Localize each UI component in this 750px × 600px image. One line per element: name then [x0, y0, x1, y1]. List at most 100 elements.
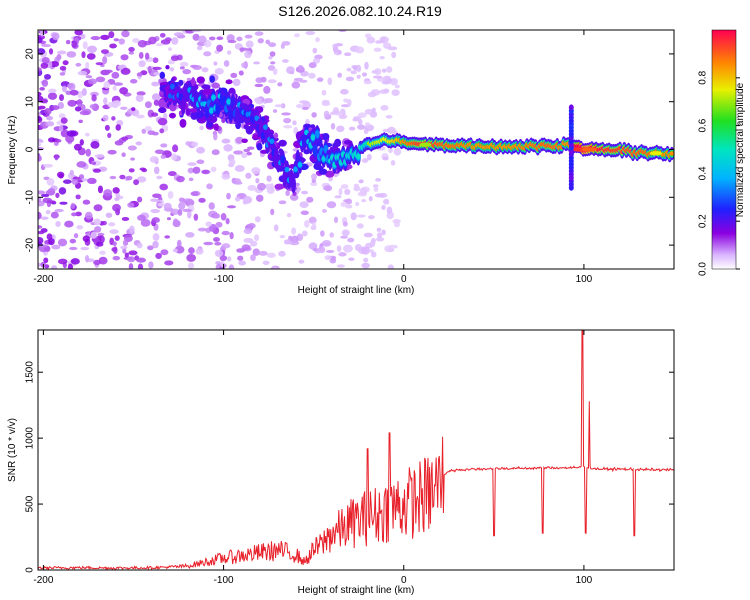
spectrogram-noise-blob	[90, 231, 98, 239]
spectrogram-noise-blob	[361, 199, 367, 203]
spectrogram-noise-blob	[136, 242, 143, 249]
spectrogram-noise-blob	[363, 128, 369, 135]
spectrogram-noise-blob	[103, 81, 111, 89]
spectrogram-y-tick-label: -20	[25, 237, 36, 252]
spectrogram-ridge-cluster	[318, 168, 328, 175]
spectrogram-noise-blob	[45, 209, 51, 215]
spectrogram-noise-blob	[65, 39, 71, 45]
spectrogram-noise-blob	[236, 36, 243, 42]
spectrogram-noise-blob	[148, 261, 154, 269]
spectrogram-noise-blob	[60, 129, 69, 138]
spectrogram-noise-blob	[84, 132, 90, 137]
spectrogram-noise-blob	[59, 65, 67, 71]
spectrogram-noise-blob	[121, 136, 129, 141]
spectrogram-noise-blob	[298, 259, 305, 264]
spectrogram-ridge-cell	[234, 111, 240, 124]
spectrogram-noise-blob	[305, 30, 316, 36]
spectrogram-noise-blob	[213, 237, 220, 242]
spectrogram-noise-blob	[160, 249, 169, 256]
spectrogram-noise-blob	[366, 36, 376, 44]
spectrogram-noise-blob	[86, 53, 96, 60]
spectrogram-noise-blob	[111, 116, 116, 121]
spectrogram-noise-blob	[179, 61, 189, 67]
spectrogram-noise-blob	[92, 168, 102, 173]
spectrogram-noise-blob	[387, 264, 394, 269]
spectrogram-noise-blob	[213, 61, 218, 66]
spectrogram-noise-blob	[209, 36, 216, 41]
spectrogram-noise-blob	[229, 232, 234, 240]
spectrogram-noise-blob	[67, 263, 73, 269]
spectrogram-noise-blob	[45, 121, 55, 127]
spectrogram-noise-blob	[91, 94, 97, 102]
spectrogram-noise-blob	[356, 64, 362, 73]
spectrogram-noise-blob	[187, 162, 197, 166]
spectrogram-noise-blob	[75, 211, 82, 217]
spectrogram-noise-blob	[234, 165, 245, 172]
spectrogram-noise-blob	[368, 215, 375, 220]
spectrogram-noise-blob	[214, 242, 222, 246]
spectrogram-noise-blob	[264, 97, 274, 104]
spectrogram-noise-blob	[355, 201, 360, 207]
spectrogram-noise-blob	[281, 59, 289, 63]
spectrogram-ridge-cluster	[274, 183, 285, 190]
spectrogram-noise-blob	[311, 222, 317, 229]
spectrogram-noise-blob	[120, 106, 128, 110]
spectrogram-noise-blob	[195, 248, 204, 255]
spectrogram-noise-blob	[124, 252, 129, 258]
spectrogram-noise-blob	[311, 173, 317, 181]
spectrogram-noise-blob	[220, 213, 227, 221]
spectrogram-ridge-cell	[297, 161, 303, 168]
snr-frame	[37, 329, 675, 571]
spectrogram-noise-blob	[364, 108, 374, 115]
spectrogram-noise-blob	[89, 104, 96, 109]
spectrogram-noise-blob	[199, 125, 204, 131]
spectrogram-noise-blob	[159, 128, 165, 134]
spectrogram-noise-blob	[379, 89, 390, 94]
spectrogram-ridge-cluster	[158, 107, 167, 114]
spectrogram-noise-blob	[144, 125, 152, 132]
spectrogram-noise-blob	[76, 225, 84, 230]
spectrogram-ridge-cluster	[268, 153, 273, 159]
spectrogram-noise-blob	[211, 149, 220, 156]
spectrogram-noise-blob	[39, 98, 48, 104]
spectrogram-noise-blob	[98, 235, 105, 244]
spectrogram-noise-blob	[192, 33, 200, 41]
spectrogram-ridge-cell	[269, 138, 275, 145]
spectrogram-noise-blob	[38, 225, 43, 229]
spectrogram-noise-blob	[141, 128, 147, 134]
spectrogram-noise-blob	[52, 32, 60, 41]
spectrogram-ridge-cell	[170, 83, 175, 90]
figure-title: S126.2026.082.10.24.R19	[278, 3, 442, 19]
colorbar-tick-label: 0.4	[698, 166, 709, 180]
spectrogram-noise-blob	[393, 147, 402, 156]
spectrogram-noise-blob	[291, 227, 297, 235]
spectrogram-noise-blob	[193, 213, 199, 221]
spectrogram-noise-blob	[87, 45, 97, 54]
spectrogram-noise-blob	[112, 85, 117, 91]
spectrogram-noise-blob	[176, 175, 185, 183]
spectrogram-noise-blob	[38, 190, 46, 195]
spectrogram-noise-blob	[152, 240, 159, 249]
spectrogram-noise-blob	[65, 134, 75, 143]
spectrogram-noise-blob	[147, 130, 156, 136]
spectrogram-noise-blob	[76, 161, 87, 168]
snr-x-tick-label: -100	[214, 575, 234, 586]
spectrogram-noise-blob	[97, 185, 103, 194]
spectrogram-noise-blob	[102, 114, 109, 122]
spectrogram-ridge-cell	[291, 178, 296, 191]
spectrogram-noise-blob	[278, 200, 287, 205]
spectrogram-noise-blob	[112, 241, 117, 247]
spectrogram-noise-blob	[135, 94, 144, 102]
spectrogram-noise-blob	[155, 43, 164, 47]
spectrogram-noise-blob	[344, 52, 352, 57]
spectrogram-noise-blob	[269, 51, 276, 57]
spectrogram-noise-blob	[299, 79, 308, 83]
spectrogram-noise-blob	[55, 139, 62, 143]
spectrogram-noise-blob	[273, 224, 279, 232]
spectrogram-noise-blob	[48, 88, 57, 93]
spectrogram-noise-blob	[323, 110, 330, 118]
spectrogram-noise-blob	[283, 239, 292, 245]
spectrogram-ridge-cluster	[190, 77, 196, 87]
spectrogram-noise-blob	[41, 193, 50, 198]
spectrogram-noise-blob	[230, 72, 238, 79]
